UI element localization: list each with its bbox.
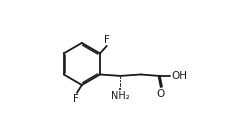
- Text: NH₂: NH₂: [111, 91, 130, 101]
- Text: OH: OH: [171, 71, 187, 81]
- Text: F: F: [104, 35, 110, 45]
- Text: O: O: [157, 89, 165, 99]
- Text: F: F: [74, 94, 79, 104]
